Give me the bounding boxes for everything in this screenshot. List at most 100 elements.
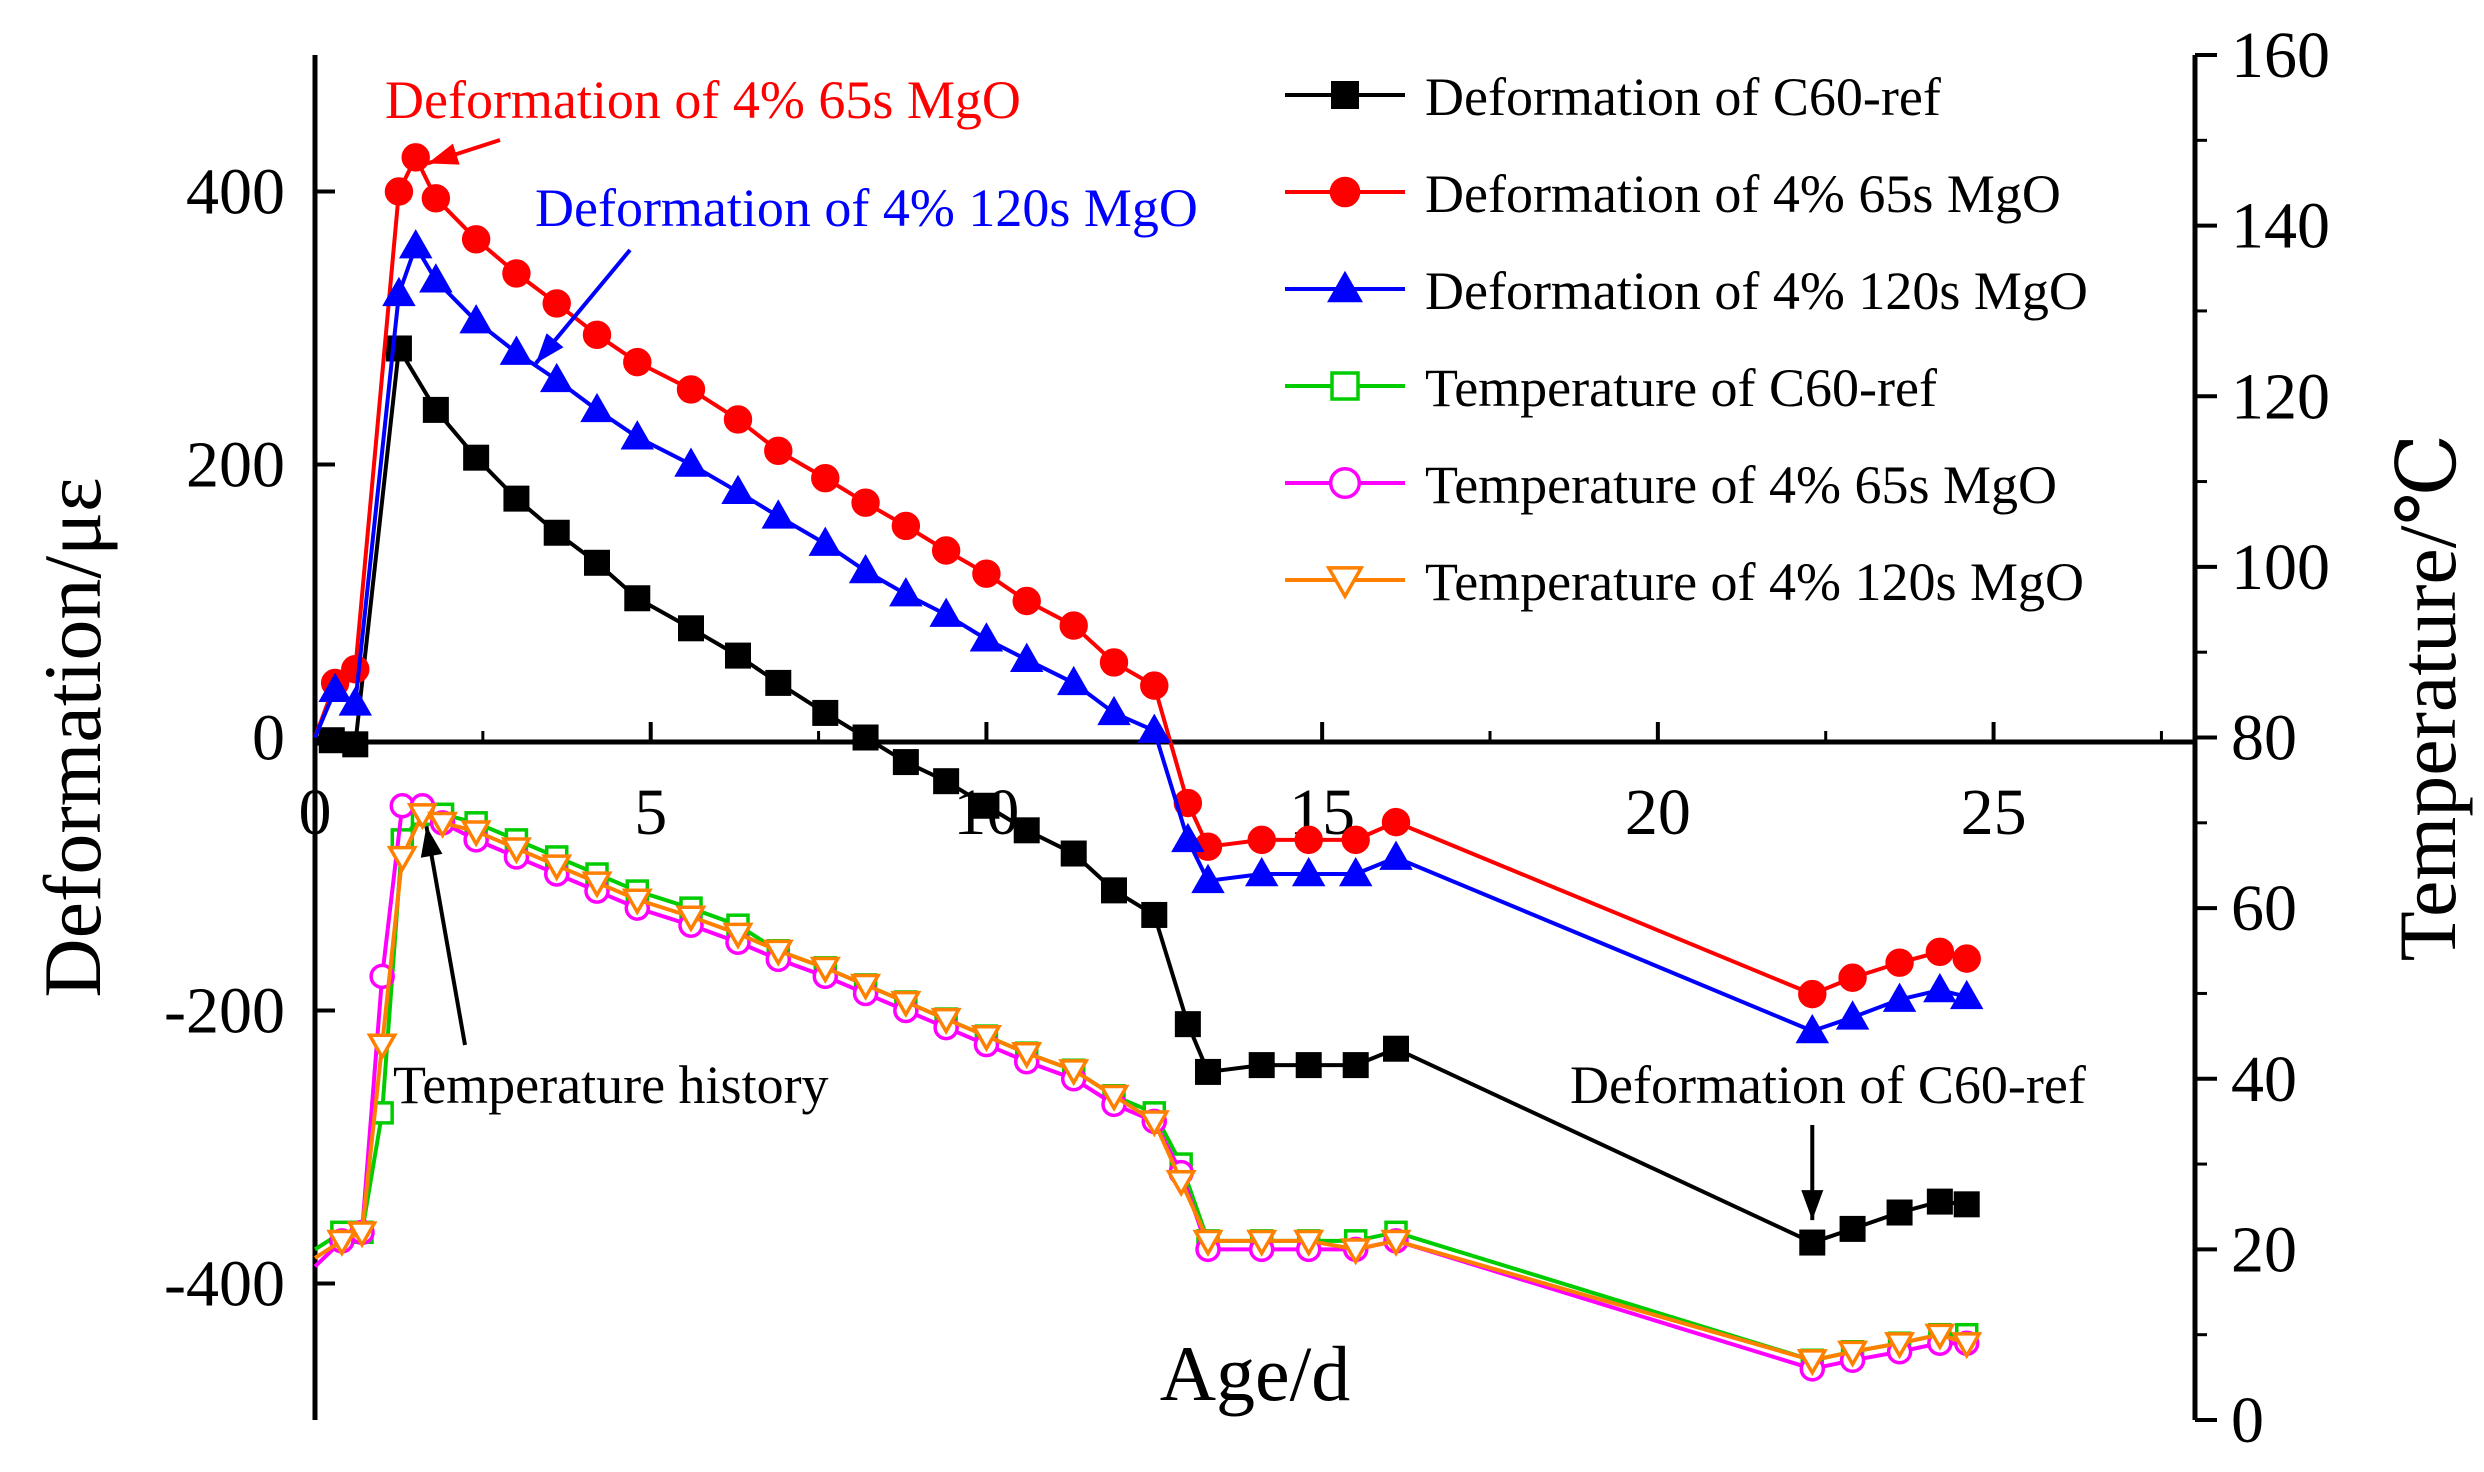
data-point [584, 549, 610, 576]
data-point [1839, 1215, 1866, 1242]
series-5 [313, 803, 1983, 1377]
data-point [1796, 1349, 1828, 1377]
data-point [1137, 713, 1172, 743]
data-point [1059, 611, 1088, 640]
data-point [1886, 1199, 1913, 1226]
x-tick-label: 25 [1961, 776, 2027, 849]
data-point [463, 444, 490, 471]
data-point [1012, 586, 1041, 616]
data-point [620, 420, 655, 450]
y-right-tick-label: 140 [2231, 190, 2330, 263]
annotations: Deformation of 4% 65s MgO Deformation of … [385, 70, 2086, 1221]
data-point [850, 973, 882, 1001]
data-point [422, 396, 449, 423]
data-point [1248, 1052, 1275, 1079]
legend-marker [1331, 81, 1359, 109]
data-point [503, 485, 530, 512]
y-right-tick-label: 20 [2231, 1213, 2297, 1286]
series-line [313, 244, 1968, 1033]
data-point [761, 499, 796, 529]
data-point [929, 597, 963, 627]
data-point [811, 463, 840, 493]
annotation-label: Deformation of 4% 65s MgO [385, 70, 1021, 130]
annot-temp: Temperature history [393, 825, 829, 1115]
data-point [460, 820, 492, 848]
data-point [1799, 1229, 1826, 1256]
data-point [891, 511, 921, 541]
legend-label: Temperature of 4% 120s MgO [1425, 552, 2084, 612]
data-point [1798, 979, 1827, 1009]
data-point [675, 905, 707, 933]
data-point [542, 289, 571, 318]
y-left-title: Deformation/με [27, 477, 118, 997]
data-point [580, 392, 614, 423]
legend-marker [1328, 466, 1362, 500]
data-point [1140, 671, 1169, 700]
x-title: Age/d [1160, 1330, 1351, 1417]
annot-blue: Deformation of 4% 120s MgO [534, 178, 1198, 365]
y-right-tick-label: 40 [2231, 1043, 2297, 1116]
data-point [848, 553, 883, 584]
data-point [1379, 840, 1413, 870]
y-right-tick-label: 100 [2231, 531, 2330, 604]
data-point [1138, 1110, 1170, 1138]
data-point [890, 990, 922, 1018]
y-left-tick-label: -400 [164, 1248, 285, 1321]
data-point [1192, 1229, 1224, 1257]
data-point [1056, 665, 1091, 696]
data-point [318, 727, 345, 754]
data-point [500, 837, 532, 865]
legend-marker [1325, 566, 1365, 600]
data-point [1949, 979, 1984, 1010]
data-point [1338, 856, 1373, 887]
series-line [313, 155, 1968, 997]
legend-label: Deformation of C60-ref [1425, 67, 1941, 127]
data-point [1291, 856, 1326, 887]
data-point [382, 276, 416, 307]
y-left-tick-label: -200 [164, 975, 285, 1048]
annotation-label: Deformation of C60-ref [1570, 1055, 2086, 1115]
legend-item: Deformation of C60-ref [1285, 67, 1941, 127]
y-left-tick-label: 400 [186, 156, 285, 229]
legend-label: Deformation of 4% 65s MgO [1425, 164, 2061, 224]
data-point [1058, 1059, 1090, 1087]
data-point [1011, 1042, 1043, 1070]
data-point [1013, 817, 1040, 844]
data-point [1342, 1052, 1369, 1079]
data-point [1925, 937, 1955, 967]
series-0 [314, 335, 1980, 1256]
data-point [581, 871, 613, 899]
data-point [892, 749, 919, 776]
data-point [1246, 1229, 1278, 1257]
y-right-tick-label: 80 [2231, 702, 2297, 775]
data-point [674, 447, 708, 477]
data-point [678, 615, 704, 642]
data-point [676, 375, 706, 404]
legend-item: Temperature of C60-ref [1285, 358, 1937, 418]
data-point [318, 672, 352, 702]
annot-red: Deformation of 4% 65s MgO [385, 70, 1021, 166]
legend-item: Deformation of 4% 65s MgO [1285, 164, 2061, 224]
legend-label: Temperature of C60-ref [1425, 358, 1937, 418]
data-point [1380, 1229, 1412, 1257]
arrow-black-head [1801, 1190, 1824, 1221]
data-point [386, 845, 418, 873]
data-point [851, 488, 880, 517]
data-point [1884, 1332, 1916, 1360]
data-point [1341, 825, 1370, 855]
data-point [419, 263, 453, 293]
data-point [1097, 695, 1131, 726]
data-point [406, 803, 438, 831]
data-point [1174, 1011, 1201, 1038]
y-right-tick-label: 160 [2231, 19, 2330, 92]
data-point [1060, 840, 1087, 867]
data-point [1340, 1238, 1372, 1266]
data-point [1165, 1170, 1197, 1198]
data-point [889, 577, 923, 607]
data-point [1295, 1052, 1322, 1079]
data-point [1381, 807, 1411, 837]
data-point [762, 939, 794, 967]
data-point [459, 304, 493, 334]
data-point [502, 259, 531, 288]
